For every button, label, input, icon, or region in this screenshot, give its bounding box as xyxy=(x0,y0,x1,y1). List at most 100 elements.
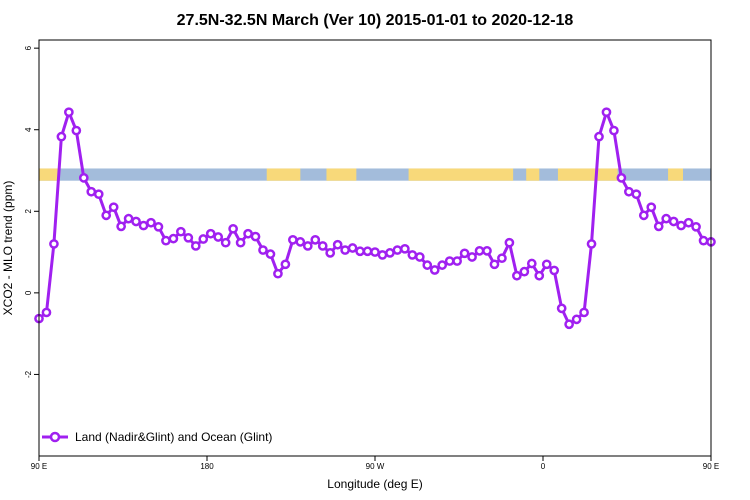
data-point xyxy=(347,243,358,253)
y-tick-label: 0 xyxy=(24,290,33,295)
x-axis-label: Longitude (deg E) xyxy=(327,477,422,491)
land-segment xyxy=(526,168,540,181)
data-point xyxy=(153,221,164,232)
data-point xyxy=(571,314,582,325)
land-ocean-strip xyxy=(39,168,711,181)
data-point xyxy=(49,239,59,249)
data-point xyxy=(429,265,440,275)
data-point xyxy=(41,307,52,318)
data-point xyxy=(265,249,276,259)
data-point xyxy=(586,239,597,249)
data-point xyxy=(86,186,97,197)
data-point xyxy=(482,246,492,256)
data-point xyxy=(123,213,134,224)
data-point xyxy=(71,125,82,136)
data-point xyxy=(295,237,306,247)
data-point xyxy=(474,246,485,256)
data-point xyxy=(56,131,67,142)
legend-point-marker xyxy=(49,431,61,443)
data-point xyxy=(228,223,238,234)
data-point xyxy=(444,256,455,266)
data-point xyxy=(400,243,410,254)
data-point xyxy=(452,256,462,266)
y-tick-label: 6 xyxy=(24,45,33,50)
data-point xyxy=(504,237,515,248)
data-point xyxy=(176,226,186,237)
data-point xyxy=(302,241,313,251)
data-point xyxy=(235,237,246,248)
y-axis: -2 0 2 4 6 xyxy=(24,45,39,378)
legend-label: Land (Nadir&Glint) and Ocean (Glint) xyxy=(75,430,272,444)
data-point xyxy=(258,245,268,255)
data-point xyxy=(116,221,126,232)
data-point xyxy=(624,186,634,197)
data-point xyxy=(541,259,552,270)
data-point xyxy=(317,241,328,251)
y-tick-label: 4 xyxy=(24,127,33,132)
data-point xyxy=(325,248,336,258)
x-tick-label: 0 xyxy=(541,462,546,471)
data-point xyxy=(190,241,201,251)
data-point xyxy=(519,266,530,277)
data-point xyxy=(489,259,500,270)
data-point xyxy=(392,245,403,255)
data-point xyxy=(497,253,507,264)
data-point xyxy=(198,234,209,244)
data-point xyxy=(638,210,649,221)
data-point xyxy=(220,237,231,248)
land-segment xyxy=(557,168,618,181)
data-point xyxy=(631,189,642,200)
x-tick-label: 90 E xyxy=(31,462,47,471)
land-segment xyxy=(326,168,357,181)
data-point xyxy=(243,228,253,239)
x-tick-label: 90 E xyxy=(703,462,719,471)
data-point xyxy=(377,250,388,260)
data-point xyxy=(138,220,149,231)
data-point xyxy=(698,235,709,246)
data-point xyxy=(131,216,141,227)
data-point xyxy=(676,220,686,231)
x-tick-label: 180 xyxy=(200,462,214,471)
data-point xyxy=(512,270,522,281)
y-tick-label: 2 xyxy=(24,209,33,214)
data-point xyxy=(601,107,612,118)
data-point xyxy=(526,258,537,269)
data-point xyxy=(579,307,589,318)
data-point xyxy=(556,303,567,314)
data-point xyxy=(437,260,448,270)
y-tick-label: -2 xyxy=(24,370,33,378)
data-point xyxy=(407,250,418,260)
legend: Land (Nadir&Glint) and Ocean (Glint) xyxy=(42,430,272,444)
data-point xyxy=(616,173,627,183)
data-point xyxy=(78,173,89,183)
data-point xyxy=(467,252,477,262)
data-point xyxy=(594,131,604,142)
data-point xyxy=(161,235,171,246)
data-point xyxy=(534,270,545,281)
data-point xyxy=(414,252,425,262)
data-point xyxy=(653,221,664,232)
series-line xyxy=(38,110,712,326)
data-point xyxy=(422,260,433,270)
chart-title: 27.5N-32.5N March (Ver 10) 2015-01-01 to… xyxy=(177,12,574,29)
data-point xyxy=(93,189,104,200)
data-point xyxy=(549,265,560,276)
data-point xyxy=(691,221,701,232)
data-point xyxy=(459,248,470,259)
ocean-strip xyxy=(39,168,711,181)
data-point xyxy=(108,202,119,213)
data-point xyxy=(168,233,179,244)
data-point xyxy=(213,232,224,242)
data-point xyxy=(205,228,216,239)
data-point xyxy=(273,268,283,279)
data-point xyxy=(250,231,261,242)
data-point xyxy=(101,210,112,221)
land-segment xyxy=(266,168,301,181)
data-point xyxy=(668,216,679,227)
data-point xyxy=(280,259,291,270)
data-point xyxy=(332,239,343,250)
data-point xyxy=(661,213,672,224)
data-point xyxy=(362,246,373,257)
land-segment xyxy=(39,168,58,181)
data-point xyxy=(564,319,574,330)
